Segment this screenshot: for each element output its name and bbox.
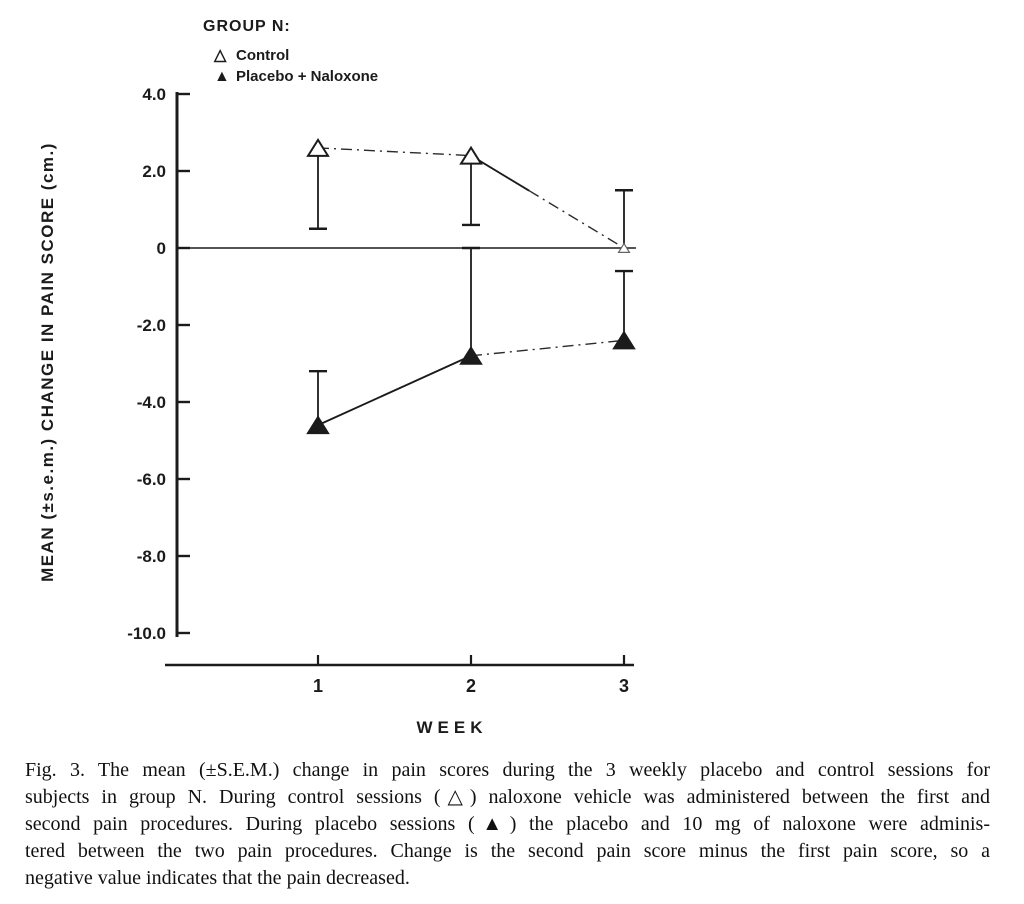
plot-svg: 4.0 2.0 0 -2.0 -4.0 -6.0 -8.0 -10.0 1 2 3 WEEK [127, 85, 636, 737]
figure-caption: Fig. 3. The mean (±S.E.M.) change in pai… [25, 757, 990, 892]
caption-line: negative value indicates that the pain d… [25, 867, 410, 889]
legend: GROUP N: △ Control ▲ Placebo + Naloxone [203, 18, 378, 85]
filled-triangle-marker [306, 415, 330, 435]
y-tick-label: 0 [157, 239, 166, 258]
filled-triangle-icon: ▲ [214, 68, 230, 85]
x-axis: 1 2 3 WEEK [165, 655, 634, 737]
y-tick-label: 2.0 [142, 162, 166, 181]
legend-entry-control: △ Control [214, 45, 289, 65]
y-axis: 4.0 2.0 0 -2.0 -4.0 -6.0 -8.0 -10.0 [127, 85, 190, 643]
caption-line: tered between the two pain procedures. C… [25, 840, 990, 862]
legend-label-control: Control [236, 47, 290, 64]
open-triangle-icon: △ [214, 47, 227, 64]
open-triangle-marker [306, 138, 330, 157]
y-tick-label: -10.0 [127, 624, 166, 643]
x-tick-label: 1 [313, 676, 323, 696]
open-triangle-marker [617, 242, 631, 253]
series-placebo-naloxone [306, 246, 636, 435]
y-tick-label: -6.0 [137, 470, 166, 489]
x-tick-label: 2 [466, 676, 476, 696]
caption-line: second pain procedures. During placebo s… [25, 813, 990, 835]
y-tick-label: -2.0 [137, 316, 166, 335]
legend-entry-placebo-naloxone: ▲ Placebo + Naloxone [214, 68, 378, 86]
series-control [306, 138, 633, 253]
y-tick-label: 4.0 [142, 85, 166, 104]
caption-line: subjects in group N. During control sess… [25, 786, 990, 808]
x-tick-label: 3 [619, 676, 629, 696]
open-triangle-marker [459, 145, 483, 165]
caption-line: Fig. 3. The mean (±S.E.M.) change in pai… [25, 759, 990, 781]
filled-triangle-marker [459, 345, 483, 365]
pain-score-chart: GROUP N: △ Control ▲ Placebo + Naloxone ME… [38, 18, 636, 737]
legend-label-placebo-naloxone: Placebo + Naloxone [236, 68, 379, 85]
y-tick-label: -8.0 [137, 547, 166, 566]
x-axis-title: WEEK [417, 718, 488, 737]
filled-triangle-marker [612, 330, 636, 350]
legend-title: GROUP N: [203, 18, 291, 35]
y-tick-label: -4.0 [137, 393, 166, 412]
